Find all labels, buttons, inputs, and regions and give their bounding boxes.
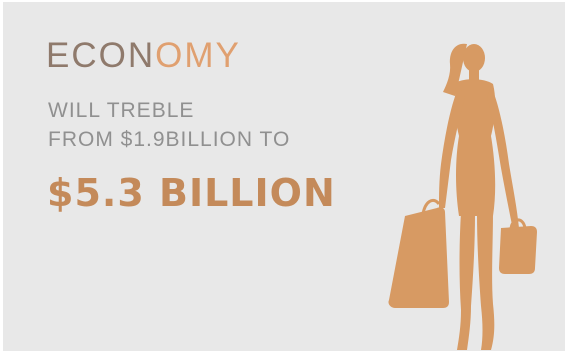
infographic-panel: ECONOMY WILL TREBLE FROM $1.9BILLION TO … <box>3 2 565 351</box>
headline: ECONOMY <box>46 38 241 73</box>
headline-part-a: ECON <box>46 36 156 75</box>
subtext-line-2: FROM $1.9BILLION TO <box>48 128 291 151</box>
shopping-woman-silhouette-icon <box>388 43 537 350</box>
headline-part-b: OMY <box>155 36 241 75</box>
amount-value: $5.3 BILLION <box>47 171 336 215</box>
subtext-line-1: WILL TREBLE <box>48 99 195 122</box>
